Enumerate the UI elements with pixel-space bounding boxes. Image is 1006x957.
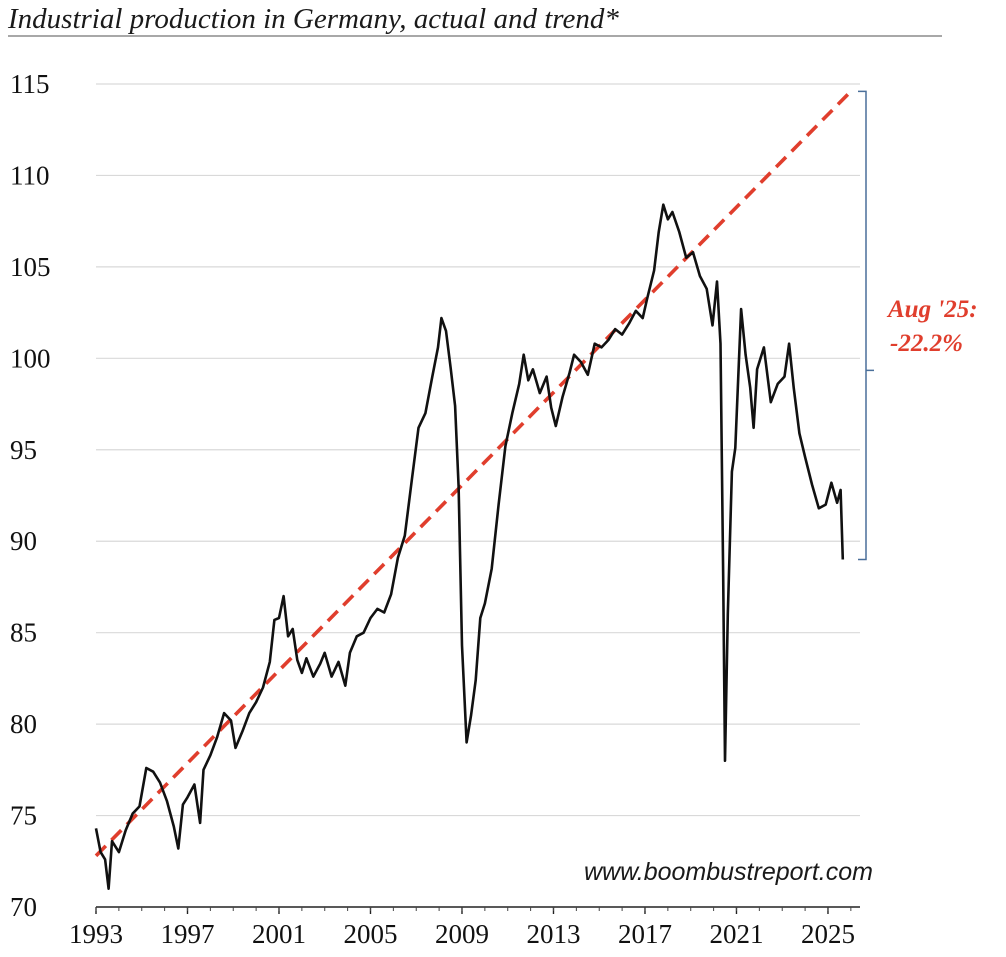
y-tick-label-95: 95 bbox=[10, 435, 37, 465]
chart-title: Industrial production in Germany, actual… bbox=[7, 3, 619, 35]
annotation: Aug '25: -22.2% bbox=[858, 90, 978, 561]
y-tick-label-80: 80 bbox=[10, 709, 37, 739]
x-tick-label-2021: 2021 bbox=[709, 919, 763, 949]
y-tick-label-115: 115 bbox=[10, 69, 50, 99]
y-tick-label-105: 105 bbox=[10, 252, 51, 282]
source-credit: www.boombustreport.com bbox=[584, 858, 873, 886]
x-tick-label-2009: 2009 bbox=[435, 919, 489, 949]
x-axis: 1993 1997 2001 2005 2009 2013 2017 2021 2025 bbox=[69, 906, 860, 949]
annotation-label-line1: Aug '25: bbox=[886, 296, 978, 323]
y-tick-label-100: 100 bbox=[10, 343, 51, 373]
x-tick-label-2001: 2001 bbox=[252, 919, 306, 949]
y-tick-label-70: 70 bbox=[10, 892, 37, 922]
x-tick-label-1997: 1997 bbox=[160, 919, 214, 949]
series-line-actual bbox=[94, 203, 845, 890]
y-axis: 70 75 80 85 90 95 100 105 110 115 bbox=[10, 69, 51, 922]
x-tick-label-2013: 2013 bbox=[526, 919, 580, 949]
y-tick-label-75: 75 bbox=[10, 801, 37, 831]
x-tick-label-2017: 2017 bbox=[618, 919, 672, 949]
y-tick-label-110: 110 bbox=[10, 160, 50, 190]
annotation-bracket bbox=[858, 90, 874, 561]
x-tick-label-1993: 1993 bbox=[69, 919, 123, 949]
x-tick-label-2005: 2005 bbox=[343, 919, 397, 949]
gridlines bbox=[96, 83, 860, 817]
x-tick-label-2025: 2025 bbox=[801, 919, 855, 949]
plot-series bbox=[94, 90, 853, 890]
annotation-label-line2: -22.2% bbox=[890, 330, 963, 357]
series-line-trend bbox=[94, 90, 853, 858]
y-tick-label-90: 90 bbox=[10, 526, 37, 556]
y-tick-label-85: 85 bbox=[10, 618, 37, 648]
